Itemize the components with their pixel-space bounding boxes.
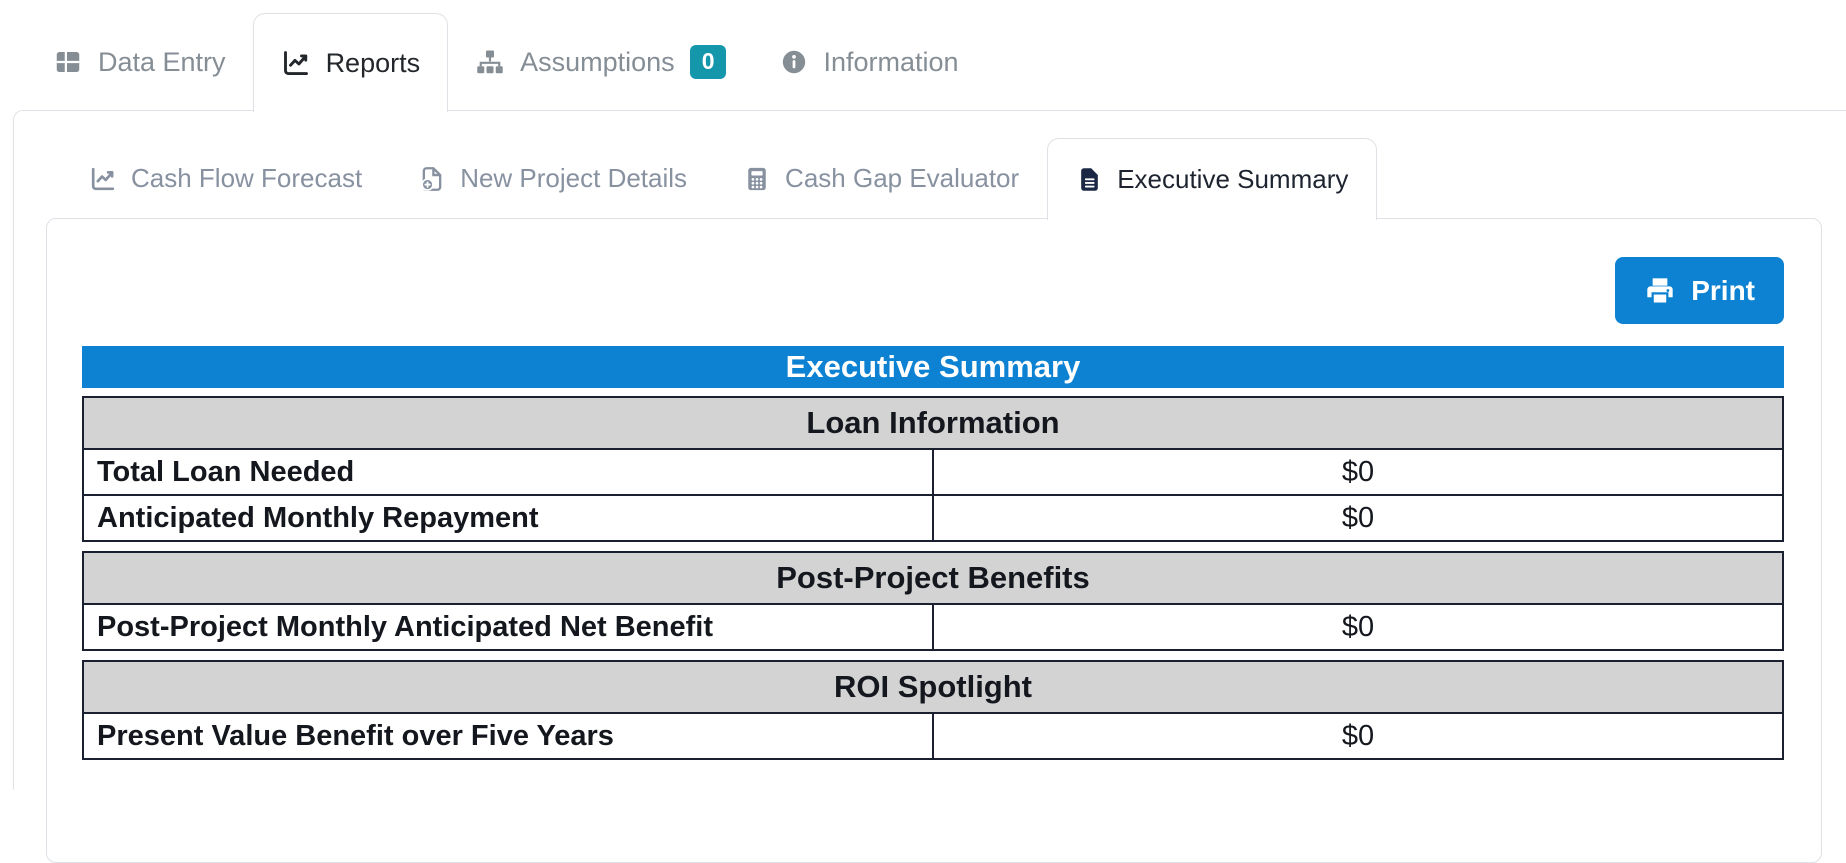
- info-circle-icon: [780, 48, 808, 76]
- reports-tab-bar: Cash Flow Forecast New Project Details: [14, 111, 1846, 220]
- roi-spotlight-table: ROI Spotlight Present Value Benefit over…: [82, 660, 1784, 760]
- calculator-icon: [743, 165, 771, 193]
- tab-information[interactable]: Information: [753, 14, 985, 110]
- print-button[interactable]: Print: [1615, 257, 1784, 324]
- row-value: $0: [932, 603, 1784, 651]
- table-icon: [53, 47, 83, 77]
- tab-label: Cash Flow Forecast: [131, 163, 363, 193]
- tab-label: Reports: [325, 47, 421, 78]
- toolbar: Print: [82, 257, 1784, 324]
- row-label: Anticipated Monthly Repayment: [82, 494, 934, 542]
- section-heading-row: ROI Spotlight: [82, 660, 1784, 714]
- tab-cash-gap-evaluator[interactable]: Cash Gap Evaluator: [715, 139, 1047, 218]
- chart-line-icon: [281, 48, 311, 78]
- section-heading-row: Post-Project Benefits: [82, 551, 1784, 605]
- row-value: $0: [932, 712, 1784, 760]
- section-heading-row: Loan Information: [82, 396, 1784, 450]
- report-title: Executive Summary: [82, 346, 1784, 388]
- section-heading: ROI Spotlight: [82, 660, 1784, 714]
- tab-data-entry[interactable]: Data Entry: [26, 14, 253, 110]
- reports-panel: Cash Flow Forecast New Project Details: [13, 110, 1846, 863]
- tab-label: Cash Gap Evaluator: [785, 163, 1020, 193]
- tab-label: Executive Summary: [1117, 164, 1349, 194]
- file-lines-icon: [1076, 166, 1103, 193]
- tab-new-project-details[interactable]: New Project Details: [390, 139, 715, 218]
- row-label: Present Value Benefit over Five Years: [82, 712, 934, 760]
- table-row: Post-Project Monthly Anticipated Net Ben…: [82, 603, 1784, 651]
- chart-line-icon: [89, 165, 117, 193]
- section-heading: Loan Information: [82, 396, 1784, 450]
- assumptions-count-badge: 0: [689, 45, 727, 79]
- file-circle-plus-icon: [418, 165, 446, 193]
- table-row: Present Value Benefit over Five Years $0: [82, 712, 1784, 760]
- tab-executive-summary[interactable]: Executive Summary: [1047, 138, 1378, 220]
- sitemap-icon: [475, 47, 505, 77]
- tab-cash-flow-forecast[interactable]: Cash Flow Forecast: [61, 139, 390, 218]
- printer-icon: [1644, 275, 1676, 307]
- table-row: Anticipated Monthly Repayment $0: [82, 494, 1784, 542]
- tab-assumptions[interactable]: Assumptions 0: [448, 14, 753, 110]
- tab-label: Data Entry: [98, 46, 226, 77]
- tab-label: Information: [823, 46, 959, 77]
- tab-label: New Project Details: [460, 163, 688, 193]
- tab-reports[interactable]: Reports: [252, 13, 449, 112]
- table-row: Total Loan Needed $0: [82, 448, 1784, 496]
- section-heading: Post-Project Benefits: [82, 551, 1784, 605]
- print-button-label: Print: [1691, 274, 1755, 306]
- row-value: $0: [932, 448, 1784, 496]
- main-tab-bar: Data Entry Reports Assumptions 0: [0, 0, 1846, 112]
- tab-label: Assumptions: [520, 46, 675, 77]
- loan-information-table: Loan Information Total Loan Needed $0 An…: [82, 396, 1784, 542]
- row-label: Total Loan Needed: [82, 448, 934, 496]
- post-project-benefits-table: Post-Project Benefits Post-Project Month…: [82, 551, 1784, 651]
- row-label: Post-Project Monthly Anticipated Net Ben…: [82, 603, 934, 651]
- executive-summary-panel: Print Executive Summary Loan Information…: [46, 218, 1822, 863]
- row-value: $0: [932, 494, 1784, 542]
